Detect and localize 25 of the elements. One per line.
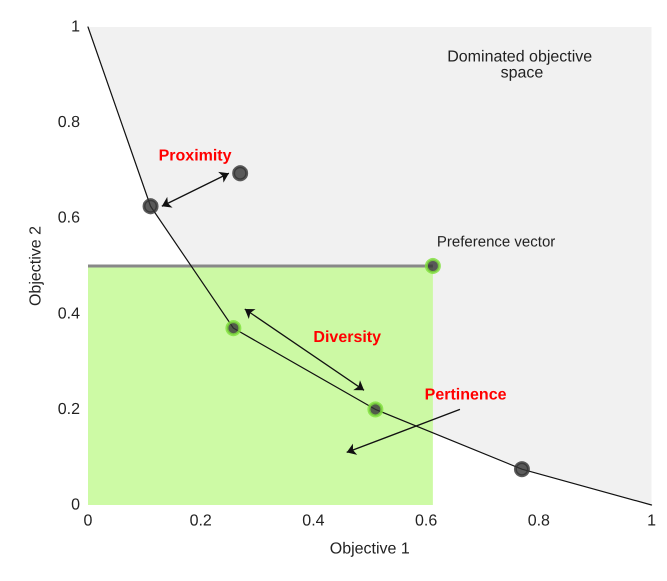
x-tick-label: 0.4 xyxy=(302,512,325,530)
point xyxy=(367,401,384,418)
x-tick-label: 0 xyxy=(84,512,93,530)
y-tick-label: 1 xyxy=(71,18,80,36)
point xyxy=(514,461,530,478)
point xyxy=(424,258,441,274)
point xyxy=(225,320,242,336)
annotation: Preference vector xyxy=(436,234,556,250)
annotation: Proximity xyxy=(158,148,232,165)
annotation: Diversity xyxy=(313,329,382,346)
y-axis-title: Objective 2 xyxy=(28,226,44,306)
y-tick-label: 0.4 xyxy=(58,305,80,322)
y-tick-label: 0.8 xyxy=(58,114,80,132)
x-tick-label: 1 xyxy=(647,512,656,530)
point xyxy=(232,165,248,182)
y-tick-label: 0.6 xyxy=(58,210,80,227)
x-axis-title: Objective 1 xyxy=(330,540,410,558)
x-tick-label: 0.2 xyxy=(190,512,212,530)
x-tick-label: 0.8 xyxy=(528,512,550,530)
y-tick-label: 0.2 xyxy=(58,400,80,418)
point xyxy=(142,198,159,214)
annotation: Pertinence xyxy=(424,386,507,404)
annotation: Dominated objective space xyxy=(447,48,597,82)
x-tick-label: 0.6 xyxy=(415,512,438,530)
y-tick-label: 0 xyxy=(71,496,80,514)
